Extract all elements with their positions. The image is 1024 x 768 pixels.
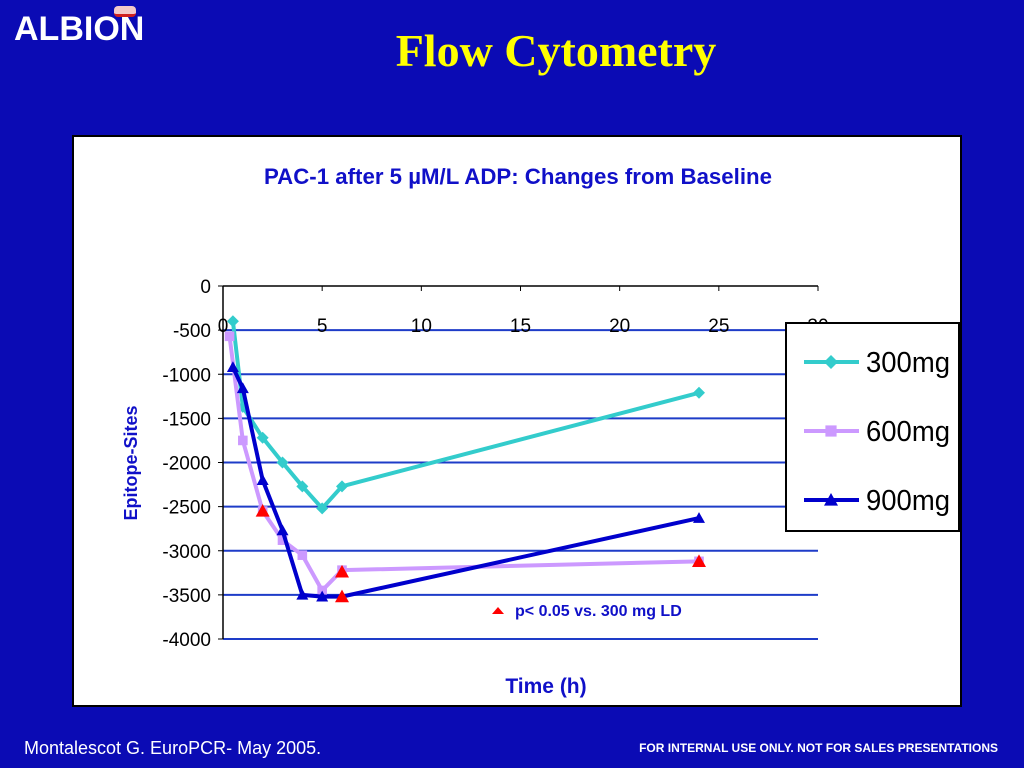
data-point bbox=[296, 588, 309, 600]
chart-legend: 300mg 600mg 900mg bbox=[785, 322, 960, 532]
legend-item-600mg: 600mg bbox=[804, 416, 950, 448]
legend-item-900mg: 900mg bbox=[804, 485, 950, 517]
data-point bbox=[297, 550, 308, 560]
x-tick-label: 15 bbox=[510, 316, 531, 337]
legend-label: 600mg bbox=[866, 416, 950, 448]
line-chart: PAC-1 after 5 µM/L ADP: Changes from Bas… bbox=[121, 164, 960, 698]
y-tick-label: -2500 bbox=[162, 498, 211, 519]
series-300mg bbox=[226, 315, 705, 515]
data-point bbox=[276, 524, 289, 536]
y-tick-label: -500 bbox=[173, 321, 211, 342]
legend-label: 900mg bbox=[866, 485, 950, 517]
y-tick-label: 0 bbox=[200, 277, 211, 298]
albion-logo: ALBION bbox=[14, 6, 144, 49]
data-point bbox=[317, 585, 327, 596]
legend-label: 300mg bbox=[866, 347, 950, 379]
x-axis-label: Time (h) bbox=[505, 675, 586, 698]
data-point bbox=[256, 431, 269, 444]
data-point bbox=[316, 502, 329, 515]
legend-box bbox=[785, 322, 960, 532]
y-tick-label: -3500 bbox=[162, 586, 211, 607]
x-tick-label: 5 bbox=[317, 316, 328, 337]
x-tick-label: 20 bbox=[609, 316, 630, 337]
data-point bbox=[226, 361, 239, 372]
legend-marker bbox=[824, 493, 838, 506]
significance-marker bbox=[255, 504, 270, 517]
y-tick-label: -2000 bbox=[162, 454, 211, 475]
data-point bbox=[693, 386, 705, 399]
data-point bbox=[256, 474, 269, 485]
significance-label: p< 0.05 vs. 300 mg LD bbox=[515, 603, 682, 620]
data-point bbox=[236, 382, 249, 394]
series-line bbox=[230, 321, 700, 511]
y-tick-label: -1000 bbox=[162, 365, 211, 386]
x-tick-label: 10 bbox=[411, 316, 432, 337]
significance-legend: p< 0.05 vs. 300 mg LD bbox=[492, 603, 682, 620]
data-point bbox=[224, 331, 235, 342]
significance-marker bbox=[692, 554, 706, 567]
slide-title: Flow Cytometry bbox=[395, 25, 717, 76]
y-tick-label: -1500 bbox=[162, 409, 211, 430]
citation: Montalescot G. EuroPCR- May 2005. bbox=[24, 738, 322, 758]
x-tick-label: 0 bbox=[218, 316, 229, 337]
data-point bbox=[226, 315, 239, 328]
data-point bbox=[277, 535, 288, 545]
significance-marker-icon bbox=[492, 607, 504, 614]
legend-marker bbox=[824, 355, 838, 369]
data-point bbox=[238, 435, 248, 446]
data-point bbox=[693, 512, 705, 523]
chart-panel: PAC-1 after 5 µM/L ADP: Changes from Bas… bbox=[72, 135, 962, 707]
chart-title: PAC-1 after 5 µM/L ADP: Changes from Bas… bbox=[264, 164, 772, 189]
y-tick-label: -3000 bbox=[162, 542, 211, 563]
data-point bbox=[296, 480, 309, 493]
data-point bbox=[276, 456, 289, 469]
significance-marker bbox=[335, 589, 349, 603]
legend-marker bbox=[825, 425, 837, 437]
disclaimer: FOR INTERNAL USE ONLY. NOT FOR SALES PRE… bbox=[639, 741, 998, 755]
logo-swoosh-icon bbox=[114, 6, 136, 17]
y-axis-label: Epitope-Sites bbox=[121, 405, 141, 520]
data-point bbox=[336, 480, 348, 493]
x-tick-label: 25 bbox=[708, 316, 729, 337]
data-point bbox=[316, 590, 329, 602]
y-tick-label: -4000 bbox=[162, 630, 211, 651]
legend-item-300mg: 300mg bbox=[804, 347, 950, 379]
significance-marker bbox=[335, 564, 349, 578]
